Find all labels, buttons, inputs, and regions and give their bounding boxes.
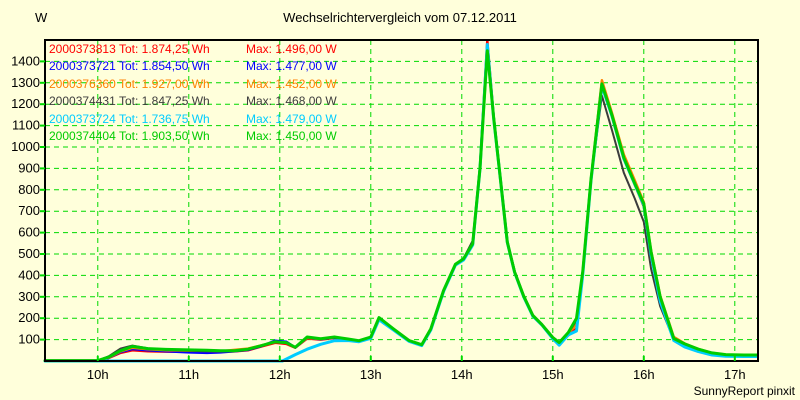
- series-line-2000374404: [43, 49, 759, 363]
- legend-row-2000374431: 2000374431 Tot: 1.847,25 Wh Max: 1.468,00 …: [49, 93, 337, 110]
- x-axis-tick-label: 15h: [542, 367, 564, 382]
- x-axis-tick-label: 11h: [178, 367, 199, 382]
- legend-series-total: Tot: 1.903,50 Wh: [119, 129, 210, 144]
- y-axis-tick-label: 900: [18, 160, 40, 175]
- y-axis-tick-label: 1100: [12, 118, 40, 133]
- legend-series-id: 2000373813: [49, 42, 116, 56]
- legend-series-total: Tot: 1.854,50 Wh: [119, 59, 210, 74]
- x-axis-tick-label: 16h: [633, 367, 655, 382]
- y-axis-tick-label: 1300: [11, 75, 40, 90]
- legend-series-max: Max: 1.496,00 W: [246, 42, 337, 56]
- legend-series-id: 2000373721: [49, 59, 116, 74]
- legend-series-total: Tot: 1.874,25 Wh: [119, 42, 210, 56]
- legend-series-id: 2000373724: [49, 111, 116, 126]
- y-axis-tick-label: 1400: [11, 53, 40, 68]
- legend-row-2000376360: 2000376360 Tot: 1.927,00 Wh Max: 1.452,00 …: [49, 76, 337, 93]
- legend-series-max: Max: 1.450,00 W: [246, 129, 337, 144]
- chart-legend: 2000373813 Tot: 1.874,25 Wh Max: 1.496,00 …: [49, 41, 337, 145]
- watermark: SunnyReport pinxit: [693, 384, 795, 398]
- y-axis-tick-label: 100: [18, 332, 40, 347]
- y-axis-tick-label: 700: [18, 203, 40, 218]
- y-axis-tick-label: 400: [18, 267, 40, 282]
- legend-series-max: Max: 1.452,00 W: [246, 76, 337, 91]
- y-axis-tick-label: 300: [18, 289, 40, 304]
- legend-row-2000374404: 2000374404 Tot: 1.903,50 Wh Max: 1.450,00 …: [49, 128, 337, 145]
- x-axis-tick-label: 10h: [87, 367, 109, 382]
- x-axis-tick-label: 14h: [451, 367, 473, 382]
- legend-series-max: Max: 1.477,00 W: [246, 59, 337, 74]
- chart-title: Wechselrichtervergleich vom 07.12.2011: [283, 10, 517, 25]
- y-axis-unit-label: W: [35, 10, 48, 25]
- plot-border: [44, 39, 759, 362]
- legend-row-2000373813: 2000373813 Tot: 1.874,25 Wh Max: 1.496,00 …: [49, 41, 337, 58]
- legend-series-id: 2000374431: [49, 94, 116, 109]
- y-axis-tick-label: 500: [18, 246, 40, 261]
- legend-series-total: Tot: 1.736,75 Wh: [119, 111, 210, 126]
- x-axis-tick-label: 12h: [269, 367, 291, 382]
- legend-series-id: 2000376360: [49, 76, 116, 91]
- y-axis-tick-label: 1200: [11, 96, 40, 111]
- y-axis-tick-label: 1000: [11, 139, 40, 154]
- legend-series-total: Tot: 1.927,00 Wh: [119, 76, 210, 91]
- legend-series-max: Max: 1.468,00 W: [246, 94, 337, 109]
- y-axis-tick-label: 200: [18, 310, 40, 325]
- legend-series-id: 2000374404: [49, 129, 116, 144]
- x-axis-tick-label: 13h: [360, 367, 382, 382]
- legend-series-max: Max: 1.479,00 W: [246, 111, 337, 126]
- legend-row-2000373724: 2000373724 Tot: 1.736,75 Wh Max: 1.479,00 …: [49, 111, 337, 128]
- y-axis-tick-label: 600: [18, 225, 40, 240]
- legend-series-total: Tot: 1.847,25 Wh: [119, 94, 210, 109]
- x-axis-tick-label: 17h: [724, 367, 746, 382]
- y-axis-tick-label: 800: [18, 182, 40, 197]
- legend-row-2000373721: 2000373721 Tot: 1.854,50 Wh Max: 1.477,00 …: [49, 58, 337, 75]
